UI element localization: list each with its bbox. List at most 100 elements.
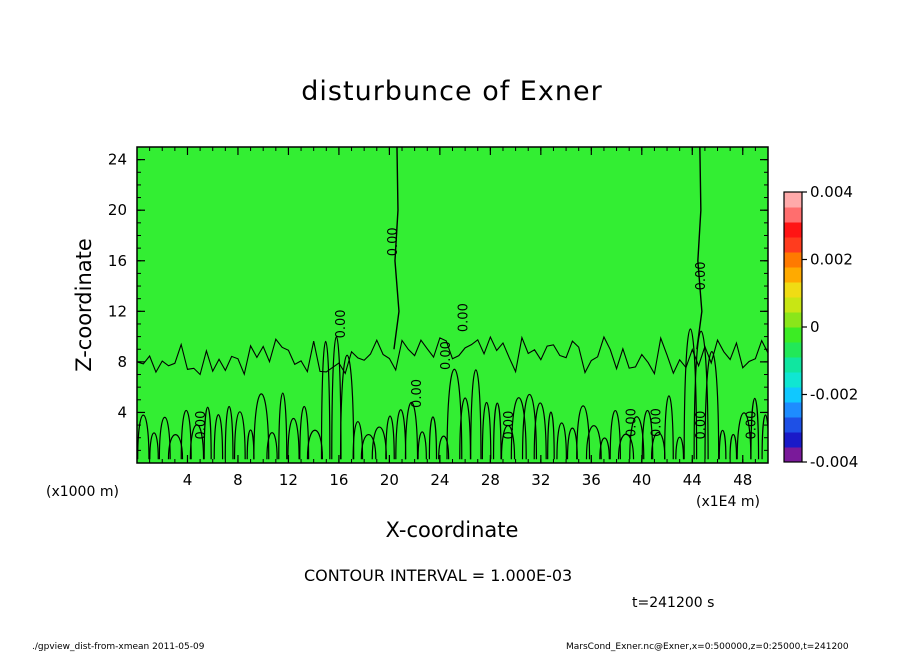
zero-contour-line <box>696 147 703 350</box>
contour-value-label: 0.00 <box>744 411 759 440</box>
y-tick-label: 20 <box>108 201 127 219</box>
y-tick-label: 4 <box>117 403 127 421</box>
y-tick-label: 12 <box>108 302 127 320</box>
disturbance-contour <box>500 425 516 460</box>
disturbance-contour <box>233 411 246 460</box>
disturbance-contour <box>736 412 752 460</box>
disturbance-contour <box>266 432 278 460</box>
colorbar-swatch <box>784 387 802 403</box>
disturbance-contour <box>137 414 150 460</box>
colorbar-tick-label: 0 <box>810 318 820 336</box>
contour-value-label: 0.00 <box>502 411 517 440</box>
disturbance-contour <box>253 393 270 460</box>
disturbance-contour <box>629 416 645 460</box>
contour-value-label: 0.00 <box>386 227 401 256</box>
disturbance-contour <box>481 402 492 460</box>
colorbar: 0.004 0.002 0 -0.002 -0.004 <box>783 183 858 471</box>
x-tick-label: 40 <box>632 471 651 489</box>
colorbar-swatch <box>784 447 802 463</box>
x-tick-label: 12 <box>279 471 298 489</box>
disturbance-contour <box>224 406 234 460</box>
disturbance-contour <box>704 351 720 460</box>
contour-lines <box>137 147 768 460</box>
disturbance-contour <box>189 424 205 460</box>
disturbance-contour <box>675 436 685 460</box>
x-tick-label: 32 <box>531 471 550 489</box>
colorbar-swatch <box>784 207 802 223</box>
disturbance-contour <box>149 432 159 460</box>
colorbar-tick-label: 0.002 <box>810 251 853 269</box>
x-tick-label: 16 <box>329 471 348 489</box>
disturbance-contour <box>547 411 555 460</box>
contour-value-label: 0.00 <box>410 379 425 408</box>
disturbance-contour <box>385 415 395 460</box>
contour-value-label: 0.00 <box>624 408 639 437</box>
y-axis-title: Z-coordinate <box>72 238 96 372</box>
contour-value-label: 0.00 <box>334 309 349 338</box>
disturbance-contour <box>278 392 288 460</box>
chart-title: disturbunce of Exner <box>301 76 603 107</box>
disturbance-contour <box>492 402 502 460</box>
disturbance-contour <box>299 406 310 460</box>
disturbance-contour <box>470 369 482 460</box>
y-axis: 4 8 12 16 20 24 <box>108 146 768 464</box>
disturbance-contour <box>683 328 698 460</box>
colorbar-swatch <box>784 372 802 388</box>
disturbance-contour <box>287 418 300 460</box>
disturbance-contour <box>203 406 212 460</box>
x-tick-label: 24 <box>430 471 449 489</box>
x-tick-label: 44 <box>683 471 702 489</box>
disturbance-contour <box>510 397 527 460</box>
contour-value-label: 0.00 <box>439 341 454 370</box>
contour-value-label: 0.00 <box>457 303 472 332</box>
disturbance-contour <box>167 434 184 460</box>
disturbance-contour <box>729 434 738 460</box>
disturbance-contour <box>404 402 419 460</box>
colorbar-swatch <box>784 342 802 358</box>
colorbar-tick-label: -0.002 <box>810 386 858 404</box>
contour-value-label: 0.00 <box>650 408 665 437</box>
disturbance-contour <box>617 433 635 460</box>
colorbar-swatch <box>784 222 802 238</box>
colorbar-swatch <box>784 432 802 448</box>
disturbance-contour <box>718 429 727 460</box>
disturbance-contour <box>556 422 567 460</box>
zero-contour-line <box>393 147 400 350</box>
colorbar-tick-label: 0.004 <box>810 183 853 201</box>
x-tick-label: 36 <box>582 471 601 489</box>
colorbar-tick-label: -0.004 <box>810 453 858 471</box>
y-tick-label: 16 <box>108 252 127 270</box>
disturbance-contour <box>339 354 355 460</box>
disturbance-contour <box>417 431 427 460</box>
y-tick-label: 24 <box>108 151 127 169</box>
disturbance-contour <box>599 437 610 460</box>
x-tick-label: 8 <box>233 471 243 489</box>
contour-value-label: 0.00 <box>694 261 709 290</box>
x-axis-title: X-coordinate <box>386 518 519 542</box>
disturbance-contour <box>761 414 768 460</box>
disturbance-contour <box>428 416 438 460</box>
colorbar-swatch <box>784 417 802 433</box>
y-tick-label: 8 <box>117 353 127 371</box>
colorbar-swatch <box>784 357 802 373</box>
disturbance-contour <box>641 409 654 460</box>
disturbance-contour <box>438 435 450 460</box>
colorbar-swatch <box>784 312 802 328</box>
footer-script-info: ./gpview_dist-from-xmean 2011-05-09 <box>32 642 205 652</box>
colorbar-swatch <box>784 192 802 208</box>
contour-interval-label: CONTOUR INTERVAL = 1.000E-03 <box>304 566 573 585</box>
colorbar-swatch <box>784 237 802 253</box>
x-tick-label: 20 <box>380 471 399 489</box>
x-tick-label: 4 <box>183 471 193 489</box>
disturbance-contour <box>521 393 538 460</box>
colorbar-swatch <box>784 297 802 313</box>
disturbance-contour <box>693 330 709 460</box>
x-tick-label: 48 <box>733 471 752 489</box>
contour-label-group: 0.000.000.00 0.000.000.000.00 0.00 0.00 0.00… <box>194 227 759 439</box>
footer-data-source: MarsCond_Exner.nc@Exner,x=0:500000,z=0:2… <box>566 642 849 652</box>
envelope-contour <box>137 335 768 377</box>
disturbance-contour <box>360 434 377 460</box>
colorbar-swatch <box>784 252 802 268</box>
contour-value-label: 0.00 <box>194 411 209 440</box>
disturbance-contour <box>750 397 760 460</box>
